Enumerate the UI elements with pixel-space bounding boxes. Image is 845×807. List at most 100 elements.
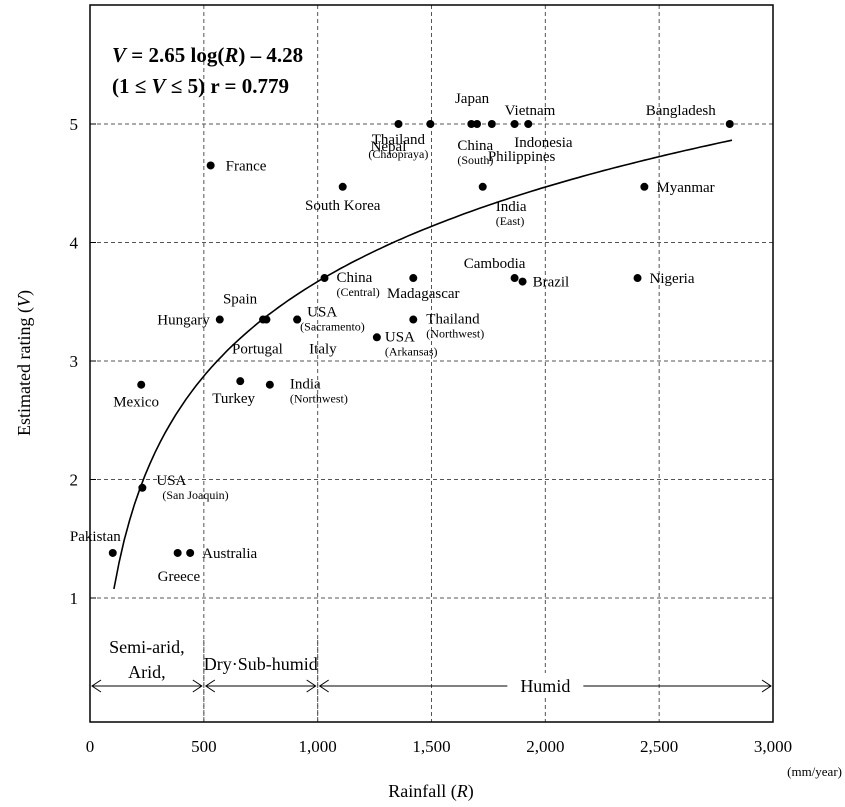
y-tick-label-3: 3 xyxy=(70,352,79,371)
point-label-4: Mexico xyxy=(113,395,159,411)
point-label-16: Thailand xyxy=(372,132,426,148)
point-label-7: Hungary xyxy=(157,313,210,329)
point-label-28: Brazil xyxy=(533,275,570,291)
climate-regions: Semi-arid, Arid, Dry·Sub-humid Humid xyxy=(91,637,772,722)
point-sublabel-10: (Sacramento) xyxy=(300,320,365,334)
axis-ticks: 0 500 1,000 1,500 2,000 2,500 3,000 1 2 3 4 5 xyxy=(70,115,793,756)
region-label-0-0: Semi-arid, xyxy=(109,637,184,657)
point-20 xyxy=(510,120,519,128)
point-label-13: France xyxy=(226,158,267,174)
region-label-0-1: Arid, xyxy=(128,662,166,682)
region-arrowhead-left-1 xyxy=(204,679,216,693)
point-6 xyxy=(265,380,274,389)
point-27 xyxy=(510,274,519,283)
point-label-8: Spain xyxy=(223,292,258,308)
point-label-1: Australia xyxy=(202,546,257,562)
point-sublabel-25: (Arkansas) xyxy=(385,344,438,358)
point-sublabel-3: (San Joaquin) xyxy=(162,488,228,502)
region-arrowhead-left-0 xyxy=(91,679,102,693)
point-30 xyxy=(633,274,642,283)
point-16 xyxy=(426,120,435,128)
region-label-bg-2 xyxy=(507,673,584,697)
point-label-6: India xyxy=(290,377,321,393)
x-tick-label-2000: 2,000 xyxy=(526,737,564,756)
x-tick-label-500: 500 xyxy=(191,737,217,756)
point-3 xyxy=(138,483,147,492)
point-label-23: Madagascar xyxy=(387,286,459,302)
x-axis-title: Rainfall (R) xyxy=(388,781,473,802)
point-sublabel-24: (Northwest) xyxy=(426,327,484,341)
point-label-12: China xyxy=(336,270,372,286)
x-tick-label-1000: 1,000 xyxy=(299,737,337,756)
y-tick-label-1: 1 xyxy=(70,589,79,608)
point-label-17: China xyxy=(457,138,493,154)
point-label-19: Philippines xyxy=(488,149,556,165)
point-26 xyxy=(478,182,487,191)
x-tick-label-3000: 3,000 xyxy=(754,737,792,756)
point-24 xyxy=(409,315,418,324)
x-tick-label-1500: 1,500 xyxy=(412,737,450,756)
region-arrowhead-right-2 xyxy=(761,679,772,693)
point-label-24: Thailand xyxy=(426,312,480,328)
point-label-10: USA xyxy=(307,305,337,321)
region-label-1: Dry·Sub-humid xyxy=(204,654,318,674)
point-label-25: USA xyxy=(385,329,415,345)
fit-curve xyxy=(113,139,733,590)
point-18 xyxy=(473,120,482,128)
point-7 xyxy=(215,315,224,324)
point-12 xyxy=(320,274,329,283)
point-label-30: Nigeria xyxy=(650,271,695,287)
point-label-27: Cambodia xyxy=(464,256,526,272)
point-4 xyxy=(137,380,146,389)
point-label-20: Vietnam xyxy=(505,103,556,119)
point-25 xyxy=(372,333,381,342)
x-tick-label-0: 0 xyxy=(86,737,95,756)
x-tick-label-2500: 2,500 xyxy=(640,737,678,756)
region-arrowhead-right-0 xyxy=(192,679,203,693)
point-label-14: South Korea xyxy=(305,198,381,214)
point-label-29: Myanmar xyxy=(656,180,714,196)
plot-frame xyxy=(89,4,774,723)
x-axis-unit: (mm/year) xyxy=(787,764,842,779)
point-23 xyxy=(409,274,418,283)
point-label-0: Pakistan xyxy=(70,529,121,545)
point-28 xyxy=(518,277,527,286)
point-sublabel-16: (Chaopraya) xyxy=(368,147,428,161)
point-label-9: Portugal xyxy=(232,342,283,358)
point-5 xyxy=(236,377,245,386)
region-arrowhead-left-2 xyxy=(318,679,329,693)
region-arrowhead-right-1 xyxy=(306,679,317,693)
data-points xyxy=(108,120,734,557)
y-tick-label-2: 2 xyxy=(70,471,79,490)
point-29 xyxy=(640,182,649,191)
point-sublabel-6: (Northwest) xyxy=(290,392,348,406)
point-15 xyxy=(394,120,403,128)
point-1 xyxy=(186,548,195,557)
equation-line-1: V = 2.65 log(R) – 4.28 xyxy=(112,43,303,67)
point-13 xyxy=(206,161,215,170)
point-label-26: India xyxy=(496,199,527,215)
point-sublabel-26: (East) xyxy=(496,214,525,228)
point-11 xyxy=(293,315,302,324)
point-label-15: Nepal xyxy=(371,139,407,155)
point-label-3: USA xyxy=(156,473,186,489)
point-17 xyxy=(467,120,476,128)
y-tick-label-4: 4 xyxy=(70,234,79,253)
region-label-2: Humid xyxy=(520,676,570,696)
equation-line-2: (1 ≤ V ≤ 5) r = 0.779 xyxy=(112,74,289,98)
y-tick-label-5: 5 xyxy=(70,115,79,134)
point-19 xyxy=(487,120,496,128)
point-0 xyxy=(108,548,117,557)
point-sublabel-12: (Central) xyxy=(336,285,379,299)
point-22 xyxy=(725,120,734,128)
point-label-22: Bangladesh xyxy=(646,103,716,119)
point-label-18: Japan xyxy=(455,91,490,107)
point-21 xyxy=(524,120,533,128)
point-label-11: Italy xyxy=(309,342,337,358)
point-9 xyxy=(262,315,271,324)
point-2 xyxy=(173,548,182,557)
point-sublabel-17: (South) xyxy=(457,153,493,167)
point-label-21: Indonesia xyxy=(514,135,573,151)
